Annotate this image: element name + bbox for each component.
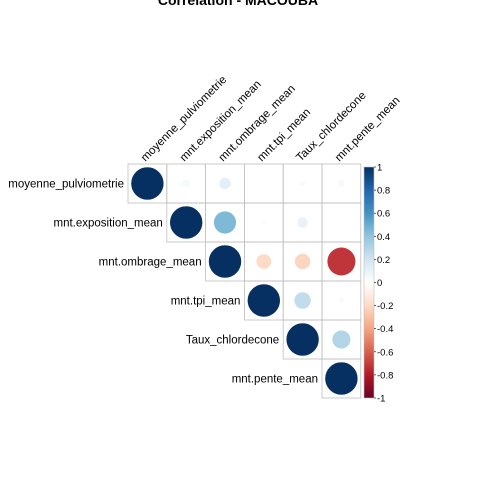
correlation-circle [256,254,272,269]
grid-cell [243,163,284,204]
colorbar-tick-label: -1 [377,394,385,405]
column-labels: moyenne_pulviometriemnt.exposition_meanm… [139,74,403,164]
correlation-circle [130,166,165,201]
colorbar-tick-label: 0.8 [377,186,390,197]
row-label: moyenne_pulviometrie [8,179,124,191]
colorbar: -1 -0.8 -0.6 -0.4 -0.2 0 0.2 0.4 0.6 0.8 1 [363,163,393,405]
correlation-circles [130,166,359,396]
colorbar-tick-label: 0 [377,278,382,289]
correlation-circle [182,179,190,188]
correlation-circle [324,361,359,396]
matrix-grid [127,163,362,399]
grid-cell [321,358,362,399]
correlation-circle [338,297,345,304]
correlation-circle [285,322,320,357]
colorbar-tick-label: -0.4 [377,324,393,335]
colorbar-tick-label: -0.8 [377,370,393,381]
correlation-circle [338,180,345,187]
row-label: mnt.tpi_mean [171,296,241,308]
column-label: Taux_chlordecone [294,90,368,164]
correlation-circle [299,180,306,187]
colorbar-tick-label: 0.6 [377,209,390,220]
correlation-circle [169,205,203,240]
row-label: mnt.pente_mean [232,374,318,386]
correlation-circle [297,217,308,228]
colorbar-tick-label: 0.2 [377,255,390,266]
correlation-circle [327,247,356,276]
correlation-circle [219,177,231,190]
correlation-circle [213,211,237,234]
colorbar-tick-label: 1 [377,163,382,174]
row-label: Taux_chlordecone [186,335,279,347]
chart-title: Correlation - MACOUBA [158,0,318,8]
colorbar-tick-label: -0.6 [377,347,393,358]
colorbar-tick-label: -0.2 [377,301,393,312]
correlation-circle [246,283,281,318]
colorbar-tick-label: 0.4 [377,232,390,243]
correlation-circle [208,244,242,279]
row-label: mnt.ombrage_mean [99,257,202,269]
row-labels: moyenne_pulviometrie mnt.exposition_meanm… [8,179,318,386]
row-label: mnt.exposition_mean [53,218,162,230]
correlation-circle [294,253,311,270]
correlation-circle [261,220,267,225]
colorbar-gradient [363,166,375,399]
correlation-circle [294,292,311,309]
column-label: mnt.ombrage_mean [217,83,298,164]
correlation-circle [332,330,351,349]
grid-cell [321,202,362,243]
